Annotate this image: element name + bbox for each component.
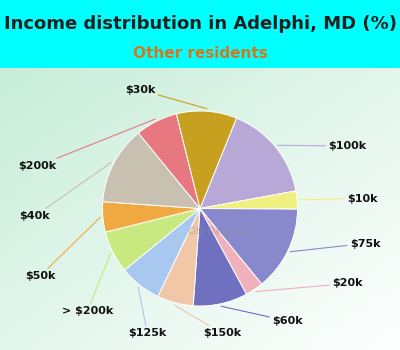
Text: Income distribution in Adelphi, MD (%): Income distribution in Adelphi, MD (%) [4, 15, 396, 33]
Text: $150k: $150k [174, 305, 242, 338]
Wedge shape [200, 118, 296, 209]
Wedge shape [200, 191, 298, 209]
Wedge shape [200, 209, 298, 284]
Text: $200k: $200k [18, 119, 155, 171]
Wedge shape [158, 209, 200, 306]
Text: City-Data.com: City-Data.com [188, 227, 252, 236]
Wedge shape [200, 209, 262, 294]
Text: > $200k: > $200k [62, 253, 113, 316]
Text: $50k: $50k [25, 217, 100, 281]
Wedge shape [124, 209, 200, 296]
Text: $20k: $20k [256, 279, 363, 292]
Text: $125k: $125k [128, 287, 167, 338]
Text: $40k: $40k [20, 162, 111, 221]
Text: $100k: $100k [278, 141, 366, 151]
Wedge shape [102, 202, 200, 232]
Wedge shape [176, 111, 236, 209]
Wedge shape [103, 133, 200, 209]
Text: $30k: $30k [125, 85, 207, 109]
Wedge shape [138, 114, 200, 209]
Text: $75k: $75k [290, 238, 380, 252]
Wedge shape [193, 209, 246, 306]
Text: Other residents: Other residents [133, 47, 267, 61]
Text: $10k: $10k [300, 194, 378, 203]
Wedge shape [105, 209, 200, 270]
Text: $60k: $60k [221, 306, 303, 326]
